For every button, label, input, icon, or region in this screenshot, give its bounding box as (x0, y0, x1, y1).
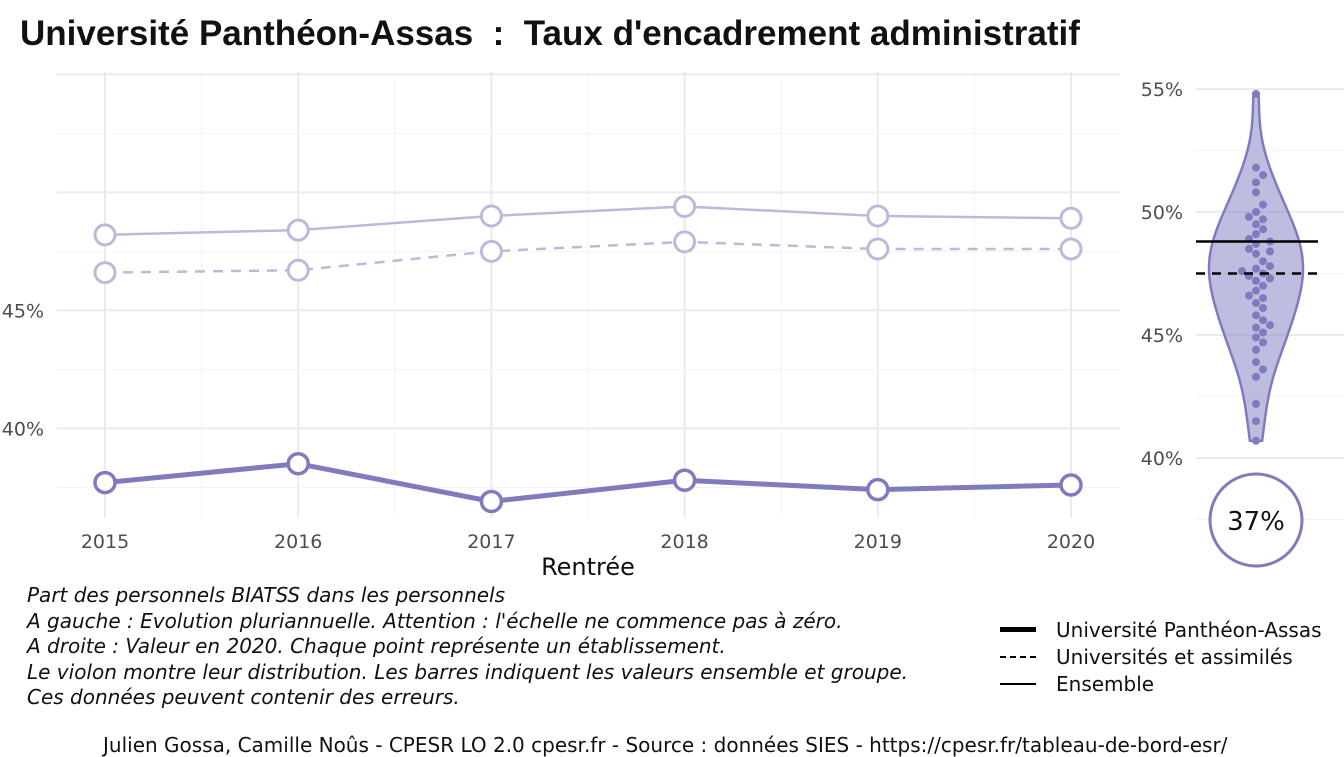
data-point (93, 223, 117, 247)
legend-item: Universités et assimilés (1000, 643, 1322, 670)
caption-line: Part des personnels BIATSS dans les pers… (27, 583, 506, 607)
violin-point (1252, 188, 1260, 197)
x-tick-label: 2019 (854, 531, 902, 553)
data-point (479, 204, 503, 228)
violin-point (1252, 163, 1260, 172)
violin-point (1252, 345, 1260, 354)
violin-point (1259, 294, 1267, 303)
x-tick-label: 2017 (467, 531, 515, 553)
chart-title: Université Panthéon-Assas : Taux d'encad… (20, 14, 1080, 53)
x-tick-label: 2016 (274, 531, 322, 553)
source-footer: Julien Gossa, Camille Noûs - CPESR LO 2.… (103, 733, 1228, 757)
legend-item: Université Panthéon-Assas (1000, 616, 1322, 643)
y-tick-label: 45% (2, 300, 44, 322)
legend-key-dashed (1000, 655, 1036, 658)
violin-point (1266, 274, 1274, 283)
violin-point (1252, 399, 1260, 408)
violin-point (1266, 262, 1274, 271)
violin-point (1259, 303, 1267, 312)
violin-point (1259, 215, 1267, 224)
data-point (286, 451, 310, 476)
violin-point (1252, 276, 1260, 285)
y-tick-label: 45% (1141, 325, 1183, 347)
series-line (104, 205, 1072, 237)
violin-point (1259, 338, 1267, 347)
data-point (866, 237, 890, 261)
x-axis-title: Rentrée (541, 553, 635, 581)
data-point (479, 489, 504, 514)
data-point (93, 470, 117, 495)
violin-point (1252, 417, 1260, 426)
violin-point (1245, 291, 1253, 300)
highlight-bubble (1208, 472, 1304, 568)
legend-item: Ensemble (1000, 670, 1322, 697)
violin-point (1252, 208, 1260, 216)
violin-point (1252, 372, 1260, 381)
data-point (286, 258, 310, 282)
x-tick-label: 2020 (1047, 531, 1095, 553)
data-point (1059, 237, 1083, 261)
legend-label: Université Panthéon-Assas (1056, 617, 1322, 642)
legend-label: Universités et assimilés (1056, 644, 1293, 669)
y-tick-label: 40% (2, 418, 44, 440)
violin-point (1252, 436, 1260, 445)
violin-point (1266, 321, 1274, 330)
y-tick-label: 50% (1141, 202, 1183, 224)
violin-point (1252, 299, 1260, 308)
violin-point (1252, 249, 1260, 258)
legend-key-solid-thick (1000, 627, 1036, 632)
data-point (866, 204, 890, 228)
violin-point (1259, 171, 1267, 180)
chart-caption: Part des personnels BIATSS dans les pers… (27, 583, 908, 711)
y-tick-label: 55% (1141, 79, 1183, 101)
caption-line: A gauche : Evolution pluriannuelle. Atte… (27, 608, 843, 633)
violin-point (1259, 257, 1267, 266)
highlight-value-label: 37% (1227, 507, 1285, 537)
violin-point (1252, 323, 1260, 332)
y-tick-label: 40% (1141, 448, 1183, 470)
legend-label: Ensemble (1056, 671, 1155, 696)
data-point (672, 468, 697, 492)
violin-point (1252, 311, 1260, 320)
violin-point (1252, 264, 1260, 273)
data-point (673, 195, 697, 219)
caption-line: A droite : Valeur en 2020. Chaque point … (27, 634, 726, 658)
violin-point (1259, 281, 1267, 290)
data-point (93, 261, 117, 285)
data-point (479, 239, 503, 263)
violin-point (1259, 316, 1267, 325)
violin-point (1266, 247, 1274, 256)
violin-point (1259, 365, 1267, 374)
legend-key-solid (1000, 682, 1036, 685)
violin-point (1252, 358, 1260, 367)
data-point (673, 230, 697, 254)
legend: Université Panthéon-Assas Universités et… (1000, 616, 1322, 697)
violin-point (1252, 220, 1260, 229)
violin-point (1252, 286, 1260, 295)
x-tick-label: 2015 (81, 531, 129, 553)
violin-point (1252, 333, 1260, 342)
violin-point (1245, 212, 1253, 221)
violin-point (1245, 244, 1253, 253)
violin-point (1259, 200, 1267, 209)
violin-point (1252, 230, 1260, 239)
violin-point (1252, 178, 1260, 187)
violin-point (1259, 225, 1267, 234)
violin-point (1252, 89, 1260, 98)
data-point (1059, 473, 1083, 497)
caption-line: Ces données peuvent contenir des erreurs… (27, 685, 460, 709)
data-point (286, 218, 310, 242)
x-tick-label: 2018 (660, 531, 708, 553)
data-point (866, 477, 890, 502)
series-line (104, 461, 1072, 505)
data-point (1059, 206, 1083, 230)
violin-point (1259, 328, 1267, 337)
caption-line: Le violon montre leur distribution. Les … (27, 659, 908, 684)
